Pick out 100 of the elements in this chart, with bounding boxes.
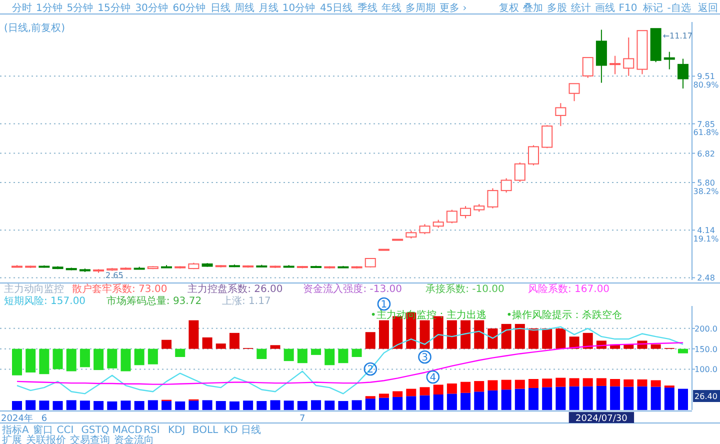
bar [378, 320, 389, 349]
text: 窗口 [32, 424, 53, 436]
bar [528, 388, 538, 410]
bar [229, 401, 240, 410]
bar [26, 400, 36, 410]
bar [433, 394, 444, 410]
bar [39, 348, 50, 374]
bar [446, 394, 457, 410]
y-tick-label: 7.85 [697, 120, 715, 129]
text: 主力控盘系数: 26.00 [188, 283, 283, 295]
bar [420, 320, 430, 349]
bar [365, 332, 376, 349]
bar [107, 348, 118, 368]
bar [120, 400, 131, 410]
text: 承接系数: -10.00 [426, 283, 504, 295]
text: 周线 [234, 2, 254, 14]
bar [352, 348, 362, 357]
text: 60分钟 [172, 2, 206, 14]
text: 10分钟 [282, 2, 316, 14]
text: 5分钟 [66, 2, 94, 14]
annotation: 3 [422, 352, 428, 364]
bar [433, 384, 444, 394]
y-tick-label: 200.0 [694, 324, 718, 334]
bar [488, 390, 498, 410]
text: GSTQ [81, 425, 110, 436]
bar [556, 328, 566, 349]
bar [378, 394, 389, 398]
text: KD [224, 425, 238, 436]
bar [94, 348, 104, 370]
text: 30分钟 [135, 2, 168, 14]
bar [624, 379, 634, 387]
candlestick [528, 144, 539, 166]
text: 年线 [382, 2, 402, 14]
text: 15分钟 [98, 2, 130, 14]
bar [582, 332, 593, 349]
candlestick [582, 57, 594, 78]
annotation: 4 [430, 372, 436, 384]
text: 统计 [570, 2, 591, 14]
bar [324, 400, 335, 410]
bar [284, 400, 294, 410]
text: F10 [618, 3, 638, 14]
y-tick-label: 9.51 [697, 72, 715, 82]
text: 日线 [241, 424, 262, 436]
text: 资金流向 [114, 434, 154, 444]
bar [66, 348, 76, 372]
text: 日线 [210, 2, 230, 14]
bar [365, 396, 376, 399]
bar [94, 401, 104, 410]
bar [406, 396, 416, 410]
bar [148, 348, 158, 364]
bar [26, 348, 36, 372]
x-tick-label: 2024/07/30 [576, 414, 628, 424]
bar [678, 388, 688, 410]
bar [162, 401, 172, 410]
bar [624, 386, 634, 410]
bar [556, 386, 566, 410]
bar [107, 401, 118, 410]
bar [582, 378, 593, 386]
bar [542, 328, 552, 349]
bar [460, 392, 471, 410]
bar [256, 348, 267, 360]
candlestick [568, 83, 580, 102]
bar [474, 392, 484, 410]
line-series [16, 326, 684, 394]
y2-tick-label: 61.8% [693, 128, 720, 138]
text: 分时 [12, 2, 32, 14]
bar [311, 400, 322, 410]
bar [216, 401, 226, 410]
candlestick [446, 209, 458, 224]
bar [202, 400, 212, 410]
bar [596, 386, 606, 410]
text: 45日线 [320, 2, 353, 14]
bar [52, 348, 63, 370]
bar [270, 400, 280, 410]
bar [460, 382, 471, 393]
annotation: 2.65 [106, 270, 124, 280]
annotation: 1 [380, 300, 388, 310]
candlestick [623, 36, 634, 76]
annotation: •操作风险提示：杀跌空仓 [506, 309, 622, 321]
bar [582, 386, 593, 410]
y-tick-label: 150.0 [694, 344, 718, 354]
annotation: 市场筹码总量: 93.72 [106, 295, 202, 307]
bar [501, 324, 512, 349]
text: 主力动向监控 [4, 283, 64, 295]
y2-tick-label: 38.2% [693, 187, 720, 196]
bar [216, 344, 226, 349]
candlestick [514, 162, 526, 182]
y-tick-label: 5.80 [697, 178, 715, 188]
bar [162, 340, 172, 349]
bar [650, 386, 661, 410]
bar [514, 388, 525, 410]
bar [175, 348, 186, 357]
candlestick [664, 51, 675, 70]
text: 资金流入强度: -13.00 [303, 283, 402, 295]
bar [474, 320, 484, 349]
text: 多股 [546, 2, 567, 14]
bar [229, 332, 240, 349]
text: 画线 [594, 2, 615, 14]
y-tick-label: 4.14 [697, 226, 715, 236]
bar [338, 348, 348, 364]
